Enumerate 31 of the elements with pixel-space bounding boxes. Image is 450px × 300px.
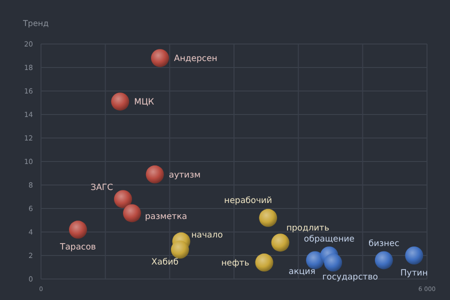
point xyxy=(111,92,130,111)
point xyxy=(259,208,278,227)
point xyxy=(68,220,87,239)
annotation: государство xyxy=(322,272,378,283)
point xyxy=(123,204,142,222)
point xyxy=(405,246,424,264)
point xyxy=(114,190,132,208)
annotation: Андерсен xyxy=(174,54,218,64)
annotation: нерабочий xyxy=(224,196,272,206)
point xyxy=(271,234,290,252)
annotation: начало xyxy=(191,230,223,240)
point xyxy=(255,254,274,272)
point xyxy=(151,49,170,68)
annotation: Путин xyxy=(400,268,428,278)
point xyxy=(146,165,164,184)
annotation: обращение xyxy=(304,234,355,244)
y-axis-title: Тренд xyxy=(22,19,50,28)
annotation: продлить xyxy=(286,224,330,234)
annotation: бизнес xyxy=(368,239,400,250)
point xyxy=(306,251,324,270)
point xyxy=(374,251,393,270)
annotation: акция xyxy=(288,267,316,278)
annotation: аутизм xyxy=(168,170,201,180)
annotation: Хабиб xyxy=(151,258,178,268)
annotation: Тарасов xyxy=(59,242,96,253)
annotation: МЦК xyxy=(134,98,154,108)
annotation: нефть xyxy=(221,258,250,269)
point xyxy=(170,240,189,259)
point xyxy=(324,254,342,272)
annotation: разметка xyxy=(145,212,188,222)
annotation: ЗАГС xyxy=(90,183,114,194)
